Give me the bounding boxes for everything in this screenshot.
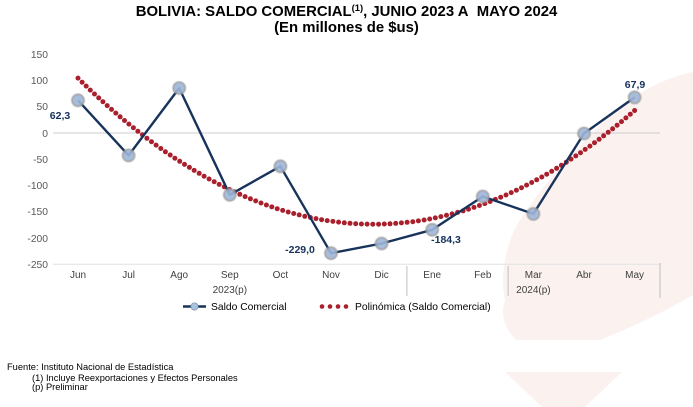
svg-text:2023(p): 2023(p): [213, 285, 247, 296]
svg-text:(p) Preliminar: (p) Preliminar: [32, 382, 88, 392]
svg-text:Polinómica (Saldo Comercial): Polinómica (Saldo Comercial): [355, 302, 491, 313]
svg-text:50: 50: [37, 102, 49, 113]
svg-text:Ago: Ago: [170, 270, 188, 281]
svg-text:-150: -150: [27, 207, 48, 218]
svg-text:-250: -250: [27, 260, 48, 271]
svg-text:2024(p): 2024(p): [516, 285, 550, 296]
svg-text:May: May: [625, 270, 644, 281]
svg-text:Mar: Mar: [525, 270, 543, 281]
svg-text:0: 0: [42, 129, 48, 140]
svg-text:Sep: Sep: [221, 270, 239, 281]
svg-text:-229,0: -229,0: [285, 244, 315, 256]
svg-text:Oct: Oct: [273, 270, 289, 281]
svg-text:-184,3: -184,3: [431, 234, 461, 246]
svg-text:Jul: Jul: [122, 270, 135, 281]
svg-text:150: 150: [31, 50, 48, 61]
svg-text:100: 100: [31, 76, 48, 87]
svg-text:-50: -50: [33, 155, 48, 166]
svg-text:Abr: Abr: [576, 270, 592, 281]
svg-text:62,3: 62,3: [50, 110, 71, 122]
svg-text:Nov: Nov: [322, 270, 340, 281]
svg-text:67,9: 67,9: [625, 79, 646, 91]
svg-text:Fuente: Instituto Nacional de: Fuente: Instituto Nacional de Estadístic…: [7, 362, 174, 372]
svg-text:Feb: Feb: [474, 270, 492, 281]
svg-text:Saldo Comercial: Saldo Comercial: [211, 302, 287, 313]
svg-text:Jun: Jun: [70, 270, 86, 281]
svg-text:Ene: Ene: [423, 270, 441, 281]
svg-text:Dic: Dic: [374, 270, 388, 281]
svg-text:-200: -200: [27, 234, 48, 245]
svg-text:-100: -100: [27, 181, 48, 192]
